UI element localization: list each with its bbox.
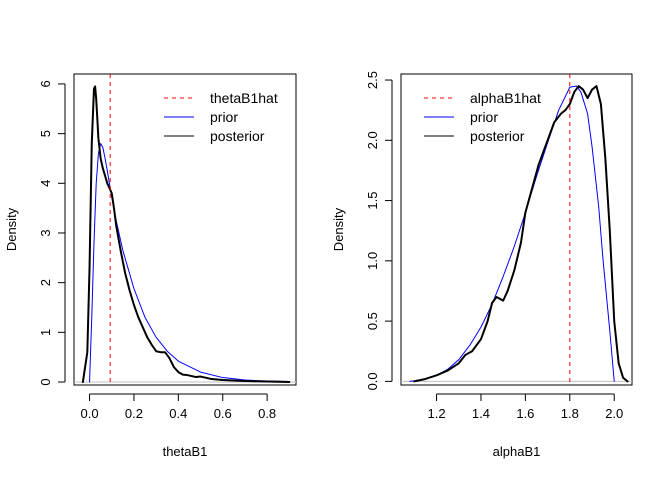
x-tick-label: 1.2 (427, 406, 445, 421)
x-tick-label: 1.4 (472, 406, 490, 421)
y-tick-label: 6 (38, 80, 53, 87)
chart-panel-2: 1.2 1.4 1.6 1.8 2.0 0.0 0.5 1.0 1.5 2.0 2.5 alphaB1… (331, 71, 633, 459)
legend-label-prior: prior (470, 109, 498, 125)
x-axis-title: thetaB1 (163, 444, 208, 459)
y-axis-title: Density (4, 207, 19, 251)
y-tick-label: 1 (38, 329, 53, 336)
y-tick-label: 1.0 (365, 252, 380, 270)
y-tick-label: 2 (38, 279, 53, 286)
x-tick-label: 0.2 (125, 406, 143, 421)
series-line-prior (89, 143, 290, 383)
series-line-posterior (413, 85, 629, 383)
legend-label-thetaB1hat: thetaB1hat (210, 90, 278, 106)
y-tick-label: 2.0 (365, 131, 380, 149)
y-tick-label: 0.5 (365, 312, 380, 330)
series-line-posterior (81, 85, 291, 384)
x-tick-label: 2.0 (605, 406, 623, 421)
x-tick-label: 0.4 (169, 406, 187, 421)
legend-label-posterior: posterior (210, 128, 265, 144)
chart-panel-1: 0.0 0.2 0.4 0.6 0.8 0 1 2 3 4 5 6 thetaB1 Density thet… (4, 73, 297, 459)
y-axis-title: Density (331, 207, 346, 251)
legend: alphaB1hat prior posterior (424, 90, 541, 144)
x-tick-label: 0.0 (81, 406, 99, 421)
y-tick-label: 5 (38, 130, 53, 137)
plot-frame (400, 73, 633, 386)
y-tick-label: 4 (38, 180, 53, 187)
x-tick-label: 1.8 (561, 406, 579, 421)
y-tick-label: 0 (38, 378, 53, 385)
data-layer (401, 74, 632, 385)
y-tick-label: 0.0 (365, 372, 380, 390)
x-tick-label: 0.8 (258, 406, 276, 421)
y-tick-label: 3 (38, 229, 53, 236)
x-axis-title: alphaB1 (493, 444, 541, 459)
data-layer (74, 74, 296, 385)
x-tick-label: 0.6 (214, 406, 232, 421)
y-tick-label: 2.5 (365, 71, 380, 89)
legend-label-posterior: posterior (470, 128, 525, 144)
legend-label-alphaB1hat: alphaB1hat (470, 90, 541, 106)
y-tick-label: 1.5 (365, 192, 380, 210)
plot-frame (73, 73, 297, 386)
legend: thetaB1hat prior posterior (164, 90, 278, 144)
legend-label-prior: prior (210, 109, 238, 125)
x-tick-label: 1.6 (516, 406, 534, 421)
